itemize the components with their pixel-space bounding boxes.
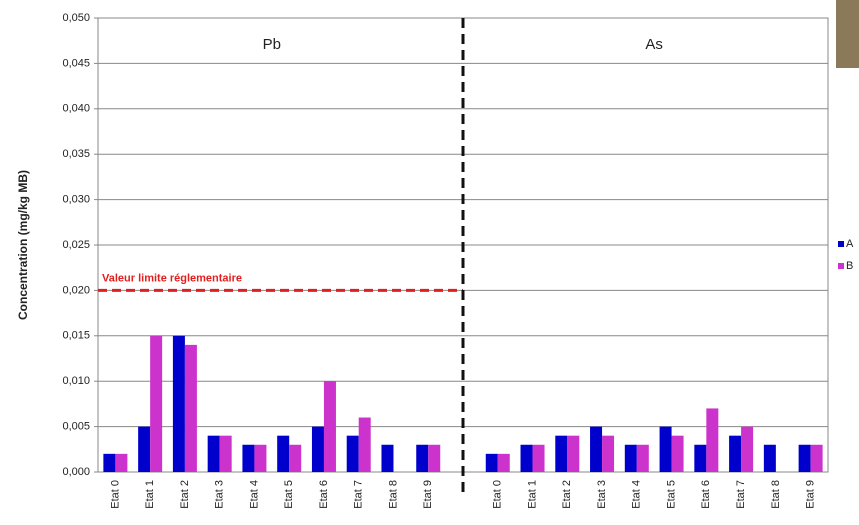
x-tick-label: Etat 5 xyxy=(283,480,295,509)
bar xyxy=(428,444,441,472)
bar xyxy=(810,444,823,472)
bar xyxy=(346,435,359,472)
x-tick-label: Etat 1 xyxy=(144,480,156,509)
x-tick-label: Etat 4 xyxy=(248,480,260,509)
bar xyxy=(636,444,649,472)
y-tick-label: 0,020 xyxy=(62,284,90,296)
y-tick-label: 0,015 xyxy=(62,330,90,342)
bar xyxy=(219,435,232,472)
bar xyxy=(485,453,498,472)
group-label: As xyxy=(645,36,663,53)
bar xyxy=(381,444,394,472)
x-tick-label: Etat 7 xyxy=(353,480,365,509)
x-tick-label: Etat 1 xyxy=(526,480,538,509)
x-tick-label: Etat 8 xyxy=(770,480,782,509)
x-tick-label: Etat 9 xyxy=(805,480,817,509)
bar xyxy=(416,444,429,472)
bar xyxy=(184,344,197,472)
bar xyxy=(289,444,302,472)
x-tick-label: Etat 3 xyxy=(214,480,226,509)
y-tick-label: 0,000 xyxy=(62,466,90,478)
bar xyxy=(138,426,151,472)
bar xyxy=(706,408,719,472)
bar xyxy=(207,435,220,472)
y-tick-label: 0,050 xyxy=(62,12,90,24)
bar xyxy=(532,444,545,472)
x-tick-label: Etat 0 xyxy=(492,480,504,509)
bar xyxy=(741,426,754,472)
reference-label: Valeur limite réglementaire xyxy=(102,272,242,284)
bar xyxy=(624,444,637,472)
bar xyxy=(277,435,290,472)
x-tick-label: Etat 4 xyxy=(631,480,643,509)
x-tick-label: Etat 8 xyxy=(387,480,399,509)
bar xyxy=(602,435,615,472)
y-tick-label: 0,025 xyxy=(62,239,90,251)
bar xyxy=(763,444,776,472)
photo-thumbnail xyxy=(836,0,859,68)
y-tick-label: 0,010 xyxy=(62,375,90,387)
x-tick-label: Etat 3 xyxy=(596,480,608,509)
x-tick-label: Etat 2 xyxy=(179,480,191,509)
bar xyxy=(311,426,324,472)
y-tick-label: 0,045 xyxy=(62,57,90,69)
bar xyxy=(172,335,185,472)
x-tick-label: Etat 9 xyxy=(422,480,434,509)
x-tick-label: Etat 7 xyxy=(735,480,747,509)
x-tick-label: Etat 0 xyxy=(109,480,121,509)
bar xyxy=(254,444,267,472)
group-label: Pb xyxy=(263,36,281,53)
bar xyxy=(115,453,128,472)
bar xyxy=(358,417,371,472)
bar xyxy=(729,435,742,472)
y-tick-label: 0,040 xyxy=(62,103,90,115)
x-tick-label: Etat 6 xyxy=(318,480,330,509)
x-tick-label: Etat 2 xyxy=(561,480,573,509)
legend-label: A xyxy=(846,238,854,250)
legend-label: B xyxy=(846,260,853,272)
bar xyxy=(323,381,336,472)
bar xyxy=(590,426,603,472)
x-tick-label: Etat 5 xyxy=(665,480,677,509)
y-tick-label: 0,035 xyxy=(62,148,90,160)
bar xyxy=(150,335,163,472)
y-tick-label: 0,030 xyxy=(62,194,90,206)
x-tick-label: Etat 6 xyxy=(700,480,712,509)
y-axis-label: Concentration (mg/kg MB) xyxy=(16,170,30,320)
bar xyxy=(497,453,510,472)
legend-swatch xyxy=(838,241,844,247)
bar xyxy=(694,444,707,472)
bar xyxy=(567,435,580,472)
bar xyxy=(659,426,672,472)
bar xyxy=(103,453,116,472)
bar xyxy=(671,435,684,472)
bar xyxy=(520,444,533,472)
legend-swatch xyxy=(838,263,844,269)
bar xyxy=(555,435,568,472)
bar xyxy=(798,444,811,472)
bar xyxy=(242,444,255,472)
y-tick-label: 0,005 xyxy=(62,421,90,433)
